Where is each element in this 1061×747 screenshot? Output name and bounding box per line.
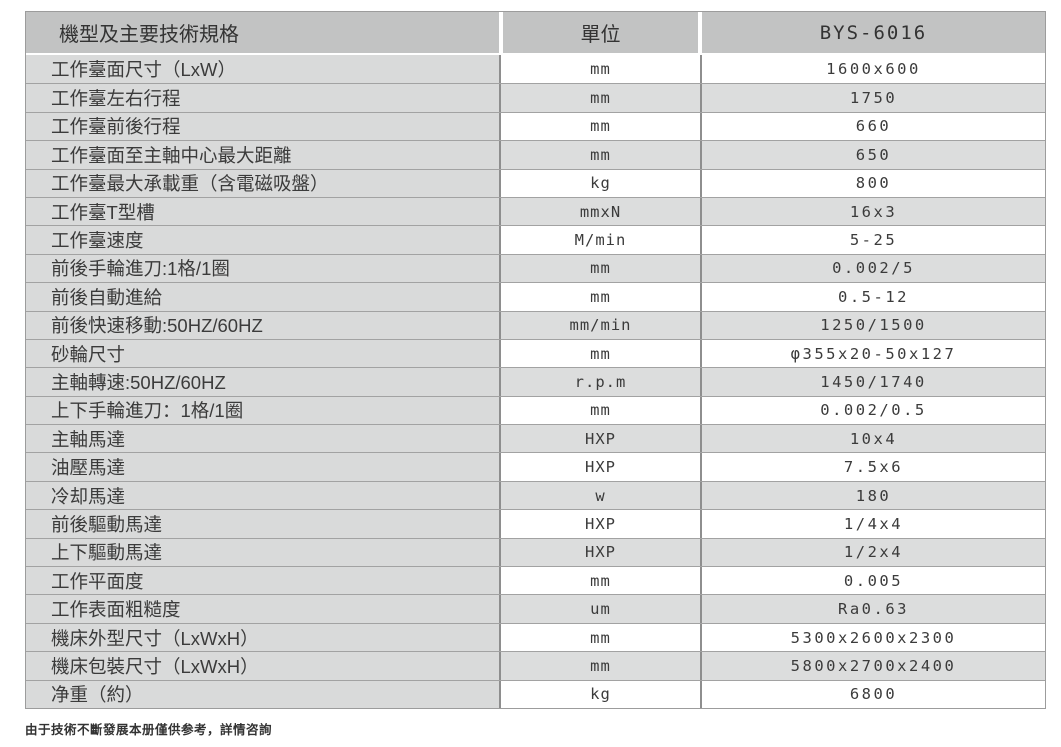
value-cell: 6800 — [702, 680, 1045, 708]
table-row: 冷却馬達 w 180 — [26, 480, 1045, 510]
spec-cell: 工作臺T型槽 — [26, 197, 499, 226]
value-cell: 0.005 — [702, 567, 1045, 595]
value-cell: 0.5-12 — [702, 283, 1045, 311]
value-cell: 5-25 — [702, 226, 1045, 254]
table-row: 工作臺速度 M/min 5-25 — [26, 225, 1045, 254]
header-model-label: BYS-6016 — [702, 12, 1045, 53]
unit-cell: mm — [499, 567, 702, 595]
unit-cell: HXP — [499, 425, 702, 453]
value-cell: 1600x600 — [702, 55, 1045, 84]
unit-cell: mm — [499, 623, 702, 652]
value-cell: 5800x2700x2400 — [702, 652, 1045, 680]
table-row: 機床包裝尺寸（LxWxH） mm 5800x2700x2400 — [26, 651, 1045, 680]
spec-cell: 機床外型尺寸（LxWxH） — [26, 623, 499, 652]
table-row: 砂輪尺寸 mm φ355x20-50x127 — [26, 338, 1045, 368]
unit-cell: M/min — [499, 226, 702, 254]
table-row: 上下手輪進刀：1格/1圈 mm 0.002/0.5 — [26, 395, 1045, 425]
value-cell: φ355x20-50x127 — [702, 339, 1045, 368]
spec-cell: 前後快速移動:50HZ/60HZ — [26, 311, 499, 339]
value-cell: 7.5x6 — [702, 453, 1045, 481]
table-row: 前後驅動馬達 HXP 1/4x4 — [26, 509, 1045, 538]
spec-cell: 工作臺左右行程 — [26, 84, 499, 112]
unit-cell: mm — [499, 396, 702, 425]
value-cell: 180 — [702, 481, 1045, 510]
spec-cell: 主軸馬達 — [26, 425, 499, 453]
spec-table: 機型及主要技術規格 單位 BYS-6016 工作臺面尺寸（LxW） mm 1600x… — [25, 11, 1046, 709]
unit-cell: kg — [499, 169, 702, 197]
value-cell: 1/2x4 — [702, 538, 1045, 567]
unit-cell: mm — [499, 112, 702, 141]
unit-cell: HXP — [499, 510, 702, 538]
spec-cell: 主軸轉速:50HZ/60HZ — [26, 368, 499, 396]
spec-cell: 工作平面度 — [26, 567, 499, 595]
header-unit-label: 單位 — [499, 12, 702, 53]
spec-cell: 上下手輪進刀：1格/1圈 — [26, 396, 499, 425]
value-cell: 1/4x4 — [702, 510, 1045, 538]
table-row: 前後自動進給 mm 0.5-12 — [26, 282, 1045, 311]
unit-cell: mm — [499, 283, 702, 311]
value-cell: 1250/1500 — [702, 311, 1045, 339]
spec-cell: 工作臺前後行程 — [26, 112, 499, 141]
table-row: 主軸轉速:50HZ/60HZ r.p.m 1450/1740 — [26, 367, 1045, 396]
unit-cell: mm — [499, 55, 702, 84]
table-row: 前後手輪進刀:1格/1圈 mm 0.002/5 — [26, 253, 1045, 283]
spec-cell: 工作表面粗糙度 — [26, 595, 499, 623]
table-row: 工作臺左右行程 mm 1750 — [26, 83, 1045, 112]
spec-cell: 工作臺速度 — [26, 226, 499, 254]
value-cell: 800 — [702, 169, 1045, 197]
value-cell: 10x4 — [702, 425, 1045, 453]
spec-cell: 油壓馬達 — [26, 453, 499, 481]
table-row: 工作臺面尺寸（LxW） mm 1600x600 — [26, 55, 1045, 84]
value-cell: 16x3 — [702, 197, 1045, 226]
value-cell: 0.002/5 — [702, 254, 1045, 283]
unit-cell: mm — [499, 339, 702, 368]
spec-cell: 前後自動進給 — [26, 283, 499, 311]
unit-cell: HXP — [499, 538, 702, 567]
unit-cell: r.p.m — [499, 368, 702, 396]
value-cell: 0.002/0.5 — [702, 396, 1045, 425]
unit-cell: mm — [499, 84, 702, 112]
value-cell: 650 — [702, 141, 1045, 169]
table-row: 機床外型尺寸（LxWxH） mm 5300x2600x2300 — [26, 622, 1045, 652]
footer-note: 由于技術不斷發展本册僅供参考，詳情咨詢 — [25, 723, 273, 737]
value-cell: Ra0.63 — [702, 595, 1045, 623]
table-row: 工作臺前後行程 mm 660 — [26, 111, 1045, 141]
value-cell: 1750 — [702, 84, 1045, 112]
table-row: 前後快速移動:50HZ/60HZ mm/min 1250/1500 — [26, 310, 1045, 339]
table-row: 净重（約） kg 6800 — [26, 679, 1045, 708]
table-row: 油壓馬達 HXP 7.5x6 — [26, 452, 1045, 481]
table-header-row: 機型及主要技術規格 單位 BYS-6016 — [26, 12, 1045, 55]
spec-cell: 前後驅動馬達 — [26, 510, 499, 538]
spec-cell: 機床包裝尺寸（LxWxH） — [26, 652, 499, 680]
spec-cell: 工作臺面至主軸中心最大距離 — [26, 141, 499, 169]
spec-cell: 砂輪尺寸 — [26, 339, 499, 368]
value-cell: 1450/1740 — [702, 368, 1045, 396]
spec-cell: 前後手輪進刀:1格/1圈 — [26, 254, 499, 283]
unit-cell: w — [499, 481, 702, 510]
spec-cell: 冷却馬達 — [26, 481, 499, 510]
unit-cell: HXP — [499, 453, 702, 481]
spec-cell: 工作臺面尺寸（LxW） — [26, 55, 499, 84]
unit-cell: mm/min — [499, 311, 702, 339]
unit-cell: um — [499, 595, 702, 623]
table-row: 工作臺面至主軸中心最大距離 mm 650 — [26, 140, 1045, 169]
unit-cell: mm — [499, 254, 702, 283]
value-cell: 660 — [702, 112, 1045, 141]
spec-cell: 净重（約） — [26, 680, 499, 708]
table-row: 工作臺最大承載重（含電磁吸盤） kg 800 — [26, 168, 1045, 197]
unit-cell: mm — [499, 141, 702, 169]
unit-cell: mmxN — [499, 197, 702, 226]
spec-table-body: 工作臺面尺寸（LxW） mm 1600x600 工作臺左右行程 mm 1750 工作臺前後行… — [26, 55, 1045, 708]
spec-cell: 上下驅動馬達 — [26, 538, 499, 567]
table-row: 主軸馬達 HXP 10x4 — [26, 424, 1045, 453]
spec-cell: 工作臺最大承載重（含電磁吸盤） — [26, 169, 499, 197]
unit-cell: kg — [499, 680, 702, 708]
header-spec-label: 機型及主要技術規格 — [26, 12, 499, 53]
unit-cell: mm — [499, 652, 702, 680]
value-cell: 5300x2600x2300 — [702, 623, 1045, 652]
table-row: 工作表面粗糙度 um Ra0.63 — [26, 594, 1045, 623]
table-row: 上下驅動馬達 HXP 1/2x4 — [26, 537, 1045, 567]
table-row: 工作平面度 mm 0.005 — [26, 566, 1045, 595]
table-row: 工作臺T型槽 mmxN 16x3 — [26, 196, 1045, 226]
